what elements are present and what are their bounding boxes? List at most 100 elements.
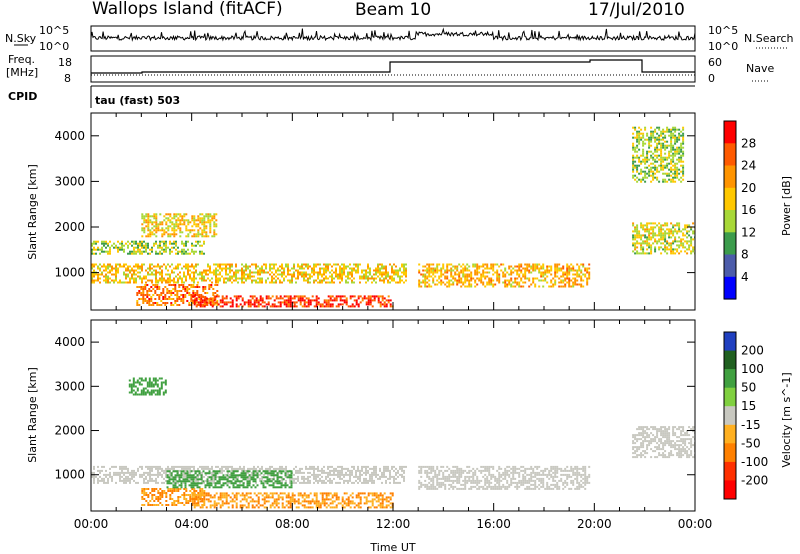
heatmap-cell [150,296,153,298]
heatmap-cell [195,477,197,480]
heatmap-cell [105,481,107,484]
heatmap-cell [640,172,643,175]
heatmap-cell [207,467,209,470]
heatmap-cell [205,213,208,216]
heatmap-cell [678,172,681,175]
heatmap-cell [650,226,653,229]
heatmap-cell [566,265,569,268]
heatmap-cell [664,240,667,243]
heatmap-cell [175,233,178,236]
heatmap-cell [111,477,113,480]
heatmap-cell [191,479,193,482]
heatmap-cell [99,277,101,280]
heatmap-cell [193,229,196,232]
heatmap-cell [193,233,196,236]
heatmap-cell [632,162,635,165]
heatmap-cell [229,481,231,484]
heatmap-cell [524,267,527,270]
heatmap-cell [648,158,651,161]
heatmap-cell [123,465,125,468]
heatmap-cell [208,470,211,473]
heatmap-cell [323,263,325,266]
heatmap-cell [391,271,393,274]
heatmap-cell [660,230,663,233]
heatmap-cell [688,240,691,243]
heatmap-cell [295,295,298,298]
heatmap-cell [290,482,293,485]
heatmap-cell [184,286,187,288]
heatmap-cell [176,480,179,483]
heatmap-cell [201,479,203,482]
heatmap-cell [254,486,257,489]
heatmap-cell [257,301,260,304]
heatmap-cell [255,504,258,507]
heatmap-cell [172,288,175,290]
heatmap-cell [341,277,343,280]
heatmap-cell [654,172,657,175]
heatmap-cell [674,168,677,171]
heatmap-cell [216,300,219,302]
heatmap-cell [229,465,231,468]
heatmap-cell [159,242,161,245]
heatmap-cell [422,269,425,272]
nave-tick-low: 0 [708,72,715,85]
heatmap-cell [140,294,143,296]
heatmap-cell [377,269,379,272]
heatmap-cell [209,271,211,274]
heatmap-cell [385,265,387,268]
heatmap-cell [127,275,129,278]
heatmap-cell [225,277,227,280]
heatmap-cell [246,482,249,485]
heatmap-cell [297,269,299,272]
heatmap-cell [650,244,653,247]
heatmap-cell [105,473,107,476]
heatmap-cell [430,271,433,274]
heatmap-cell [293,498,296,501]
heatmap-cell [327,492,330,495]
heatmap-cell [303,492,306,495]
heatmap-cell [191,279,193,282]
heatmap-cell [147,502,150,504]
heatmap-cell [301,475,303,478]
heatmap-cell [562,271,565,274]
heatmap-cell [676,166,679,169]
heatmap-cell [323,500,326,503]
heatmap-cell [311,500,314,503]
heatmap-cell [337,263,339,266]
heatmap-cell [253,506,256,509]
heatmap-cell [524,273,527,276]
heatmap-cell [385,469,387,472]
heatmap-cell [327,295,330,298]
heatmap-cell [241,279,243,282]
heatmap-cell [323,504,326,507]
noise-tick-low: 10^0 [39,40,69,53]
heatmap-cell [165,217,168,220]
heatmap-cell [572,285,575,288]
heatmap-cell [355,299,358,302]
heatmap-cell [165,265,167,268]
heatmap-cell [644,166,647,169]
heatmap-cell [295,465,297,468]
heatmap-cell [149,233,152,236]
heatmap-cell [301,275,303,278]
heatmap-cell [197,281,199,284]
heatmap-cell [562,275,565,278]
heatmap-cell [634,226,637,229]
heatmap-cell [218,470,221,473]
heatmap-cell [488,277,491,280]
heatmap-cell [290,486,293,489]
heatmap-cell [147,225,150,228]
heatmap-cell [289,297,292,300]
heatmap-cell [154,290,157,292]
heatmap-cell [692,230,695,233]
heatmap-cell [147,271,149,274]
heatmap-cell [385,273,387,276]
heatmap-cell [225,295,228,298]
heatmap-cell [253,271,255,274]
heatmap-cell [351,275,353,278]
heatmap-cell [333,492,336,495]
heatmap-cell [223,494,226,497]
heatmap-cell [399,277,401,280]
heatmap-cell [241,267,243,270]
heatmap-cell [199,277,201,280]
